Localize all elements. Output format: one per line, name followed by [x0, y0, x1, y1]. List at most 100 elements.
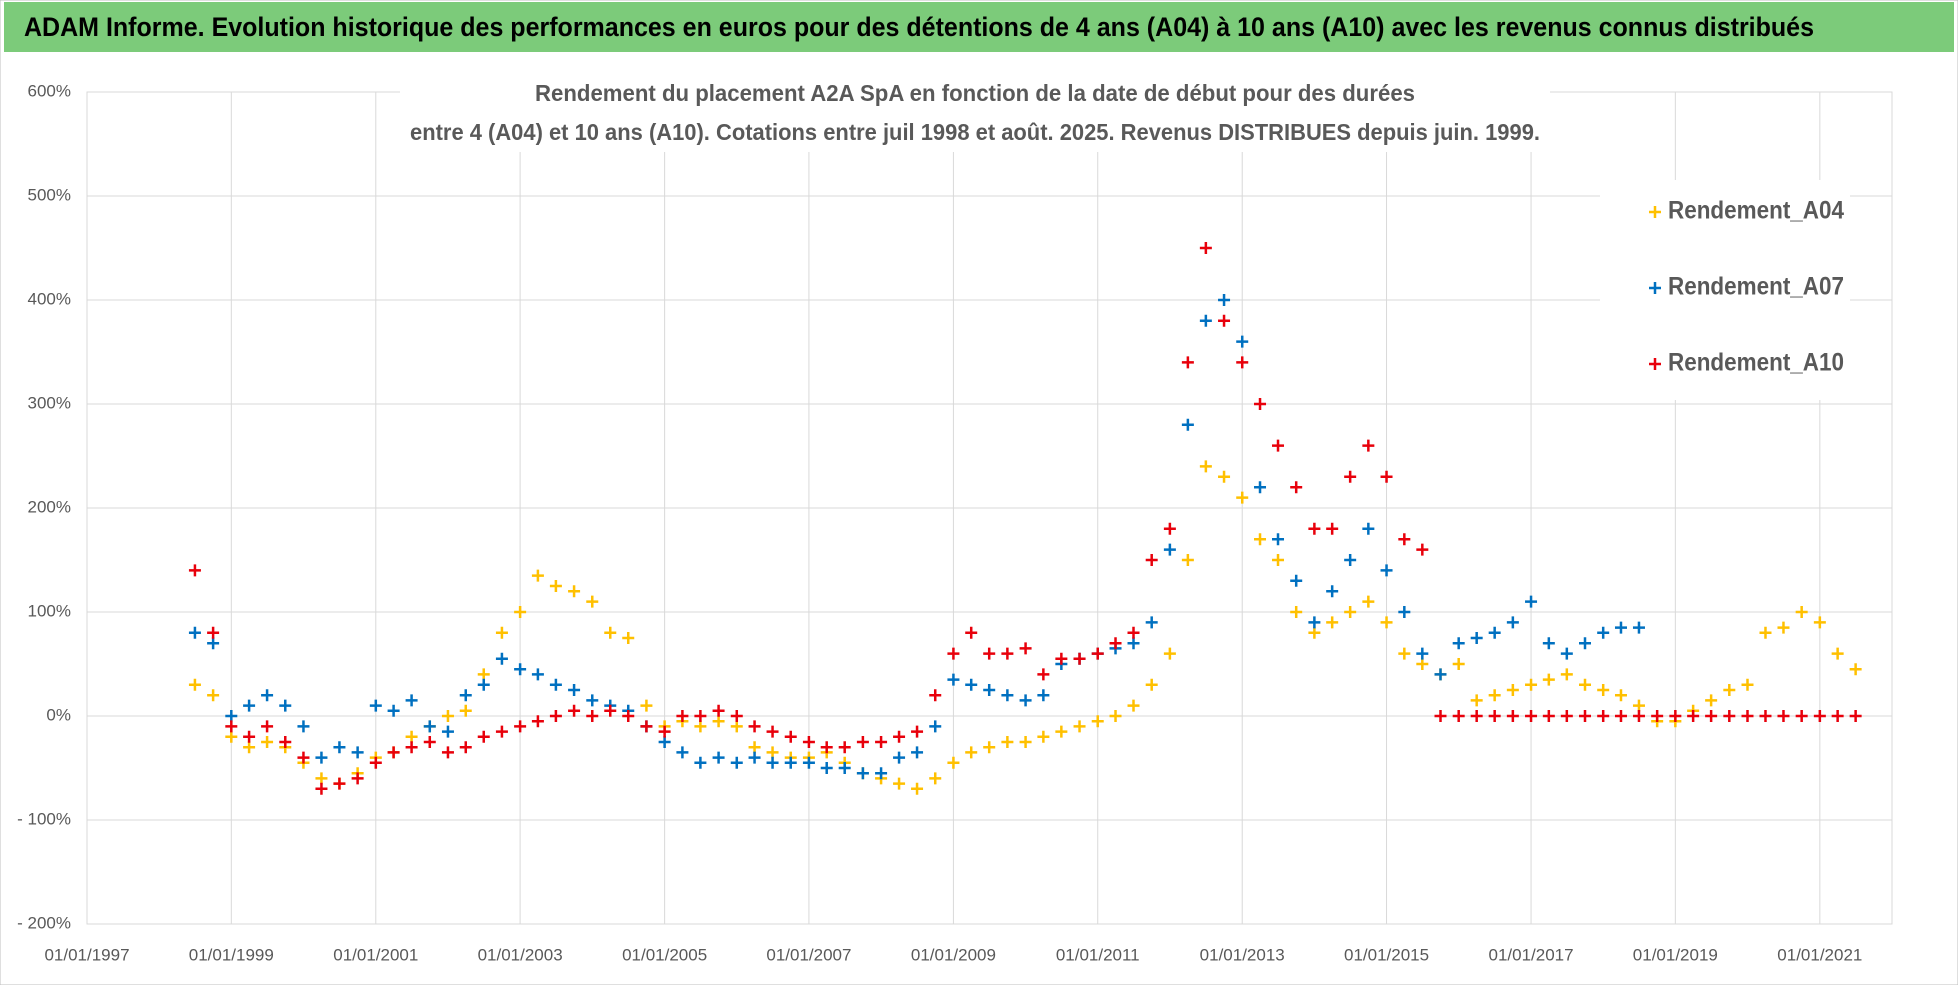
point: [983, 647, 996, 660]
point: [1560, 710, 1573, 722]
point: [983, 741, 996, 754]
point: [1145, 678, 1158, 691]
legend-marker: [1649, 358, 1661, 370]
point: [947, 756, 960, 769]
point: [1308, 522, 1321, 535]
point: [351, 772, 364, 785]
point: [1380, 470, 1393, 483]
point: [1019, 642, 1032, 655]
point: [1470, 710, 1483, 722]
point: [658, 725, 671, 738]
point: [586, 710, 599, 722]
point: [1199, 460, 1212, 473]
point: [207, 637, 220, 650]
point: [1073, 652, 1086, 665]
point: [441, 746, 454, 759]
point: [838, 741, 851, 754]
x-tick-label: 01/01/2007: [766, 945, 851, 964]
point: [1741, 710, 1754, 722]
point: [784, 730, 797, 743]
point: [766, 756, 779, 769]
point: [1705, 710, 1718, 722]
x-tick-label: 01/01/2021: [1777, 945, 1862, 964]
point: [1326, 616, 1339, 629]
point: [1218, 470, 1231, 483]
point: [640, 699, 653, 712]
point: [1145, 554, 1158, 566]
point: [911, 746, 924, 759]
point: [549, 678, 562, 691]
point: [1795, 710, 1808, 722]
point: [947, 647, 960, 660]
point: [856, 736, 869, 748]
point: [459, 704, 472, 717]
point: [514, 606, 527, 618]
point: [766, 746, 779, 759]
point: [694, 756, 707, 769]
legend-label: Rendement_A07: [1668, 273, 1844, 301]
point: [1326, 522, 1339, 535]
point: [1019, 694, 1032, 707]
x-tick-label: 01/01/2009: [911, 945, 996, 964]
point: [1037, 668, 1050, 681]
point: [1579, 637, 1592, 650]
point: [1326, 585, 1339, 598]
point: [188, 564, 201, 577]
point: [586, 595, 599, 608]
point: [1344, 470, 1357, 483]
point: [1055, 652, 1068, 665]
y-tick-label: 600%: [28, 81, 71, 100]
point: [838, 762, 851, 774]
point: [1579, 678, 1592, 691]
point: [243, 741, 256, 754]
point: [279, 736, 292, 748]
y-tick-label: 200%: [28, 497, 71, 516]
point: [965, 626, 978, 639]
point: [1163, 522, 1176, 535]
point: [495, 652, 508, 665]
point: [820, 762, 833, 774]
x-tick-label: 01/01/1997: [44, 945, 129, 964]
point: [1181, 418, 1194, 431]
point: [1651, 710, 1664, 722]
point: [1597, 684, 1610, 696]
point: [1290, 481, 1303, 494]
point: [1434, 710, 1447, 722]
point: [1254, 398, 1267, 410]
point: [1127, 626, 1140, 639]
point: [1362, 522, 1375, 535]
point: [1687, 710, 1700, 722]
point: [1218, 294, 1231, 306]
point: [1488, 710, 1501, 722]
point: [1272, 439, 1285, 452]
point: [730, 710, 743, 722]
point: [1632, 699, 1645, 712]
point: [1597, 626, 1610, 639]
point: [1632, 710, 1645, 722]
point: [1506, 684, 1519, 696]
point: [1308, 626, 1321, 639]
point: [1849, 663, 1862, 676]
point: [604, 626, 617, 639]
point: [965, 746, 978, 759]
point: [1506, 710, 1519, 722]
point: [1236, 491, 1249, 504]
point: [315, 751, 328, 764]
point: [676, 746, 689, 759]
legend-label: Rendement_A10: [1668, 349, 1844, 377]
point: [1705, 694, 1718, 707]
point: [622, 710, 635, 722]
point: [802, 736, 815, 748]
point: [351, 746, 364, 759]
x-tick-label: 01/01/2013: [1200, 945, 1285, 964]
point: [1741, 678, 1754, 691]
point: [441, 710, 454, 722]
point: [1073, 720, 1086, 733]
point: [1254, 481, 1267, 494]
point: [1145, 616, 1158, 629]
y-tick-label: 300%: [28, 393, 71, 412]
point: [893, 777, 906, 790]
point: [1831, 647, 1844, 660]
